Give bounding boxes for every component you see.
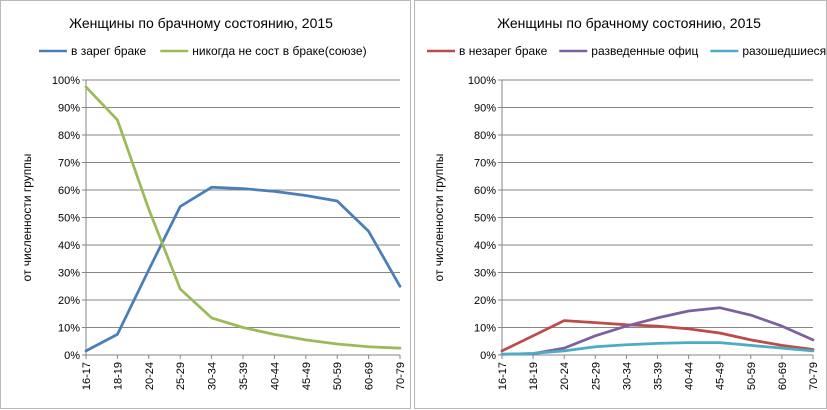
y-tick-label: 30% [474,268,496,280]
x-tick-label: 50-59 [746,362,758,390]
x-tick-label: 20-24 [559,362,571,390]
legend-label: в зарег браке [71,44,147,58]
x-tick-label: 35-39 [653,362,665,390]
x-tick-label: 45-49 [301,362,313,390]
y-tick-label: 90% [58,103,80,115]
y-tick-label: 20% [58,295,80,307]
y-tick-label: 100% [468,75,496,87]
x-tick-label: 20-24 [144,362,156,390]
chart-panel-left: Женщины по брачному состоянию, 2015 в зар… [0,0,411,409]
y-tick-label: 10% [58,323,80,335]
y-tick-label: 90% [474,103,496,115]
chart-right-svg: Женщины по брачному состоянию, 2015 в нез… [427,15,826,390]
y-tick-label: 60% [474,185,496,197]
legend-item: разведенные офиц [559,44,698,58]
chart-left-svg: Женщины по брачному состоянию, 2015 в зар… [20,15,407,390]
x-tick-label: 16-17 [497,362,509,390]
legend-label: никогда не сост в браке(союзе) [192,44,366,58]
chart-title: Женщины по брачному состоянию, 2015 [69,15,333,31]
legend-label: разведенные офиц [591,44,698,58]
y-tick-label: 0% [64,350,80,362]
x-tick-label: 16-17 [81,362,93,390]
y-tick-label: 30% [58,268,80,280]
y-tick-label: 20% [474,295,496,307]
x-tick-label: 25-29 [590,362,602,390]
legend-item: в незарег браке [427,44,548,58]
x-tick-label: 70-79 [808,362,820,390]
x-tick-label: 35-39 [238,362,250,390]
x-tick-label: 18-19 [112,362,124,390]
chart-title: Женщины по брачному состоянию, 2015 [497,15,761,31]
y-tick-label: 80% [58,130,80,142]
y-tick-label: 40% [474,240,496,252]
y-axis-title: от численности группы [20,154,34,282]
y-axis-title: от численности группы [432,154,446,282]
legend-item: никогда не сост в браке(союзе) [160,44,367,58]
y-tick-label: 70% [58,158,80,170]
x-tick-label: 45-49 [715,362,727,390]
series-line [500,341,815,356]
y-tick-label: 50% [474,213,496,225]
y-tick-label: 80% [474,130,496,142]
x-tick-label: 30-34 [207,362,219,390]
x-tick-label: 18-19 [528,362,540,390]
y-tick-label: 70% [474,158,496,170]
chart-panel-right: Женщины по брачному состоянию, 2015 в нез… [414,0,827,409]
x-tick-label: 40-44 [269,362,281,390]
x-tick-label: 25-29 [175,362,187,390]
y-tick-label: 10% [474,323,496,335]
x-tick-label: 40-44 [684,362,696,390]
x-tick-label: 70-79 [395,362,407,390]
x-tick-label: 30-34 [621,362,633,390]
x-tick-label: 60-69 [777,362,789,390]
legend-item: разошедшиеся [710,44,826,58]
legend-label: разошедшиеся [742,44,826,58]
x-tick-label: 50-59 [332,362,344,390]
legend-label: в незарег браке [459,44,548,58]
series-line [84,185,402,353]
x-tick-label: 60-69 [364,362,376,390]
y-tick-label: 100% [52,75,80,87]
series-line [500,306,815,356]
series-line [500,319,815,353]
series-line [84,85,402,350]
y-tick-label: 0% [480,350,496,362]
y-tick-label: 40% [58,240,80,252]
y-tick-label: 60% [58,185,80,197]
y-tick-label: 50% [58,213,80,225]
legend-item: в зарег браке [39,44,147,58]
